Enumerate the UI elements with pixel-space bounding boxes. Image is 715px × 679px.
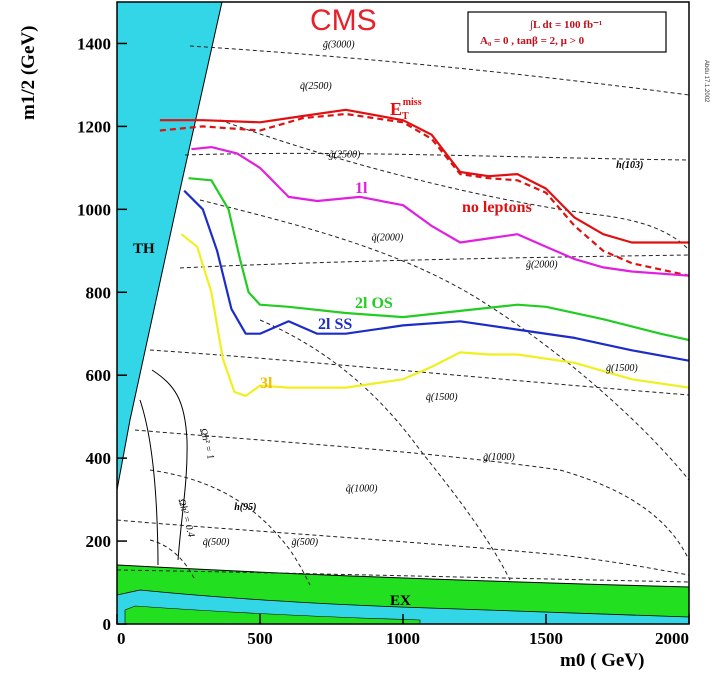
label-etmiss-main: E <box>390 99 402 119</box>
axes-layer: 0 200 400 600 800 1000 1200 1400 0 500 1000 1500 200… <box>77 34 690 648</box>
contour-label: g̃(2500) <box>329 150 361 161</box>
label-no-leptons: no leptons <box>462 199 532 216</box>
label-etmiss: ETmiss <box>390 97 422 122</box>
side-note: Abdu 17.1.2002 <box>703 60 709 103</box>
series-line-3 <box>188 177 689 342</box>
contour-label: g̃(3000) <box>323 40 355 51</box>
region-label-th: TH <box>133 241 155 257</box>
contour-label: g̃(1500) <box>606 363 638 374</box>
contour-label: h(103) <box>616 160 643 171</box>
ex-region-lower-green <box>124 605 421 624</box>
series-line-5 <box>180 233 689 397</box>
y-tick-label: 800 <box>86 283 112 302</box>
info-box-line-1: ∫L dt = 100 fb⁻¹ <box>529 19 602 31</box>
dark-matter-contours <box>139 369 188 566</box>
info-box: ∫L dt = 100 fb⁻¹ A₀ = 0 , tanβ = 2, μ > … <box>467 11 667 53</box>
region-label-ex: EX <box>390 593 411 609</box>
label-3l: 3l <box>260 375 273 392</box>
chart-title: CMS <box>310 4 377 37</box>
label-2l-ss: 2l SS <box>318 316 352 333</box>
iso-mass-contours <box>117 45 689 586</box>
series-layer <box>159 108 689 397</box>
contour-label: q̃(2000) <box>372 232 404 243</box>
label-etmiss-sub: T <box>402 111 409 122</box>
y-tick-label: 1200 <box>77 117 111 136</box>
y-tick-label: 200 <box>86 532 112 551</box>
y-tick-label: 1400 <box>77 34 111 53</box>
contour-label: g̃(1000) <box>483 452 515 463</box>
plot-area <box>117 2 689 624</box>
y-tick-label: 400 <box>86 449 112 468</box>
label-2l-os: 2l OS <box>355 295 393 312</box>
series-line-2 <box>191 146 689 277</box>
x-tick-label: 1000 <box>386 629 420 648</box>
x-tick-label: 2000 <box>655 629 689 648</box>
label-etmiss-sup: miss <box>403 97 422 108</box>
y-tick-label: 0 <box>103 615 112 634</box>
contour-label: q̃(500) <box>203 537 230 548</box>
info-box-line-2: A₀ = 0 , tanβ = 2, μ > 0 <box>480 35 585 47</box>
y-axis-label: m1/2 (GeV) <box>18 26 39 120</box>
contour-label: g̃(2000) <box>526 259 558 270</box>
contour-label: q̃(1500) <box>426 392 458 403</box>
plot-background <box>117 2 689 624</box>
x-axis-label: m0 ( GeV) <box>560 650 644 671</box>
contour-label: q̃(1000) <box>346 483 378 494</box>
series-line-0 <box>159 108 689 244</box>
label-1l: 1l <box>355 180 368 197</box>
x-tick-label: 0 <box>117 629 126 648</box>
series-line-4 <box>183 189 689 362</box>
th-region <box>117 2 223 491</box>
y-tick-label: 600 <box>86 366 112 385</box>
contour-label: h(95) <box>234 502 256 513</box>
x-tick-label: 1500 <box>529 629 563 648</box>
contour-label: q̃(2500) <box>300 81 332 92</box>
x-tick-label: 500 <box>247 629 273 648</box>
contour-label: g̃(500) <box>291 537 318 548</box>
y-tick-label: 1000 <box>77 200 111 219</box>
series-line-1 <box>159 112 689 277</box>
